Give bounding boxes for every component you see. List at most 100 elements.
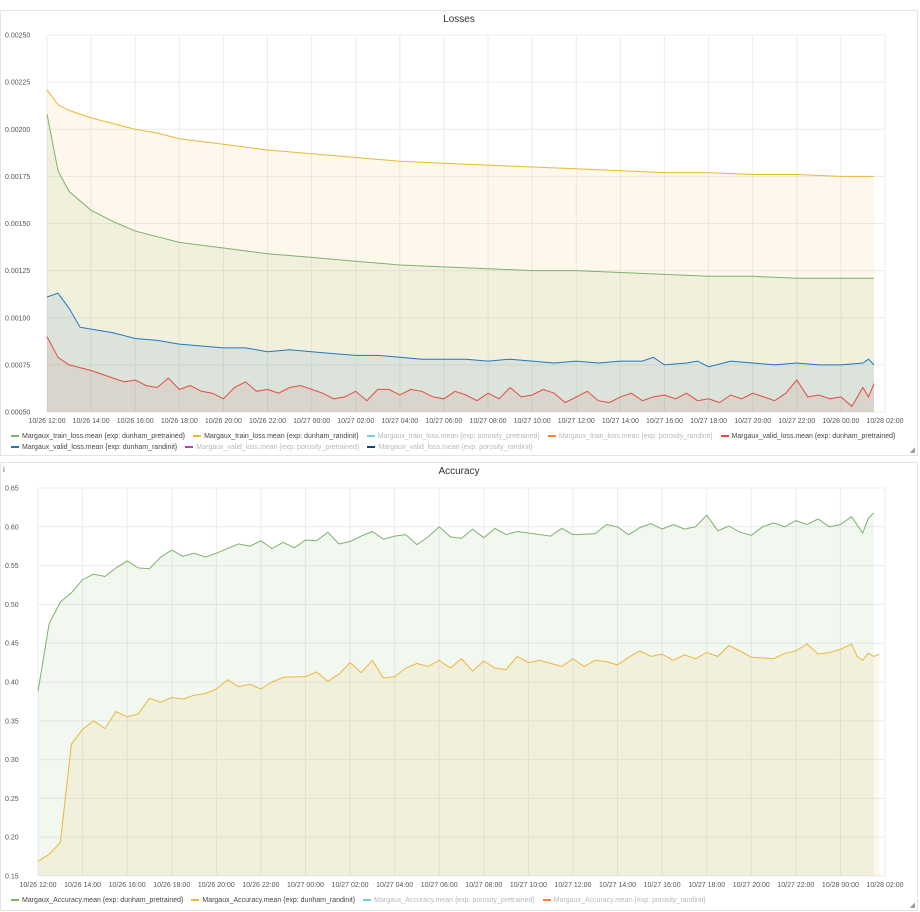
losses-panel-title[interactable]: Losses [443, 14, 475, 25]
x-tick-label: 10/27 10:00 [514, 418, 551, 425]
legend-label: Margaux_valid_loss.mean {exp: dunham_ran… [22, 444, 178, 451]
legend-item[interactable]: Margaux_train_loss.mean {exp: porosity_r… [547, 431, 713, 442]
legend-label: Margaux_Accuracy.mean {exp: porosity_pre… [374, 897, 535, 904]
y-tick-label: 0.00050 [5, 410, 30, 417]
legend-label: Margaux_train_loss.mean {exp: dunham_ran… [204, 433, 359, 440]
x-tick-label: 10/26 14:00 [64, 882, 101, 889]
x-tick-label: 10/27 02:00 [332, 882, 369, 889]
legend-item[interactable]: Margaux_valid_loss.mean {exp: porosity_r… [367, 442, 533, 453]
x-tick-label: 10/26 20:00 [205, 418, 242, 425]
legend-swatch [547, 435, 556, 438]
x-tick-label: 10/27 22:00 [777, 882, 814, 889]
legend-swatch [542, 899, 551, 902]
x-tick-label: 10/27 12:00 [558, 418, 595, 425]
accuracy-legend: Margaux_Accuracy.mean {exp: dunham_pretr… [11, 895, 907, 906]
series-line[interactable] [46, 89, 874, 177]
x-tick-label: 10/28 02:00 [867, 882, 904, 889]
x-tick-label: 10/28 02:00 [867, 418, 904, 425]
legend-item[interactable]: Margaux_train_loss.mean {exp: dunham_pre… [11, 431, 185, 442]
resize-handle-icon[interactable]: ◢ [909, 902, 915, 909]
x-tick-label: 10/27 20:00 [734, 418, 771, 425]
x-tick-label: 10/27 04:00 [381, 418, 418, 425]
y-tick-label: 0.40 [5, 680, 19, 687]
series-line[interactable] [37, 643, 880, 862]
accuracy-panel-title[interactable]: Accuracy [438, 466, 480, 477]
y-tick-label: 0.65 [5, 486, 19, 493]
x-tick-label: 10/27 14:00 [602, 418, 639, 425]
x-tick-label: 10/26 16:00 [117, 418, 154, 425]
legend-item[interactable]: Margaux_Accuracy.mean {exp: dunham_randi… [191, 895, 355, 906]
x-tick-label: 10/26 12:00 [20, 882, 57, 889]
legend-swatch [193, 435, 202, 438]
legend-swatch [366, 435, 375, 438]
legend-item[interactable]: Margaux_valid_loss.mean {exp: porosity_p… [185, 442, 359, 453]
x-tick-label: 10/27 02:00 [337, 418, 374, 425]
series-line[interactable] [46, 292, 875, 368]
series-area [47, 336, 874, 412]
losses-chart[interactable]: 0.00250 0.00225 0.00200 0.00175 0.00150 0.001… [1, 11, 919, 457]
x-tick-label: 10/27 18:00 [688, 882, 725, 889]
series-area [47, 293, 874, 412]
x-tick-label: 10/27 08:00 [470, 418, 507, 425]
series-line[interactable] [46, 336, 875, 408]
legend-item[interactable]: Margaux_Accuracy.mean {exp: porosity_pre… [363, 895, 535, 906]
x-tick-label: 10/27 06:00 [421, 882, 458, 889]
legend-swatch [185, 446, 194, 449]
legend-label: Margaux_valid_loss.mean {exp: porosity_p… [196, 444, 360, 451]
y-tick-label: 0.35 [5, 718, 19, 725]
y-tick-label: 0.00200 [5, 127, 30, 134]
accuracy-panel: i Accuracy 0.65 0.60 0.55 0.50 0.45 0.40 0.35 0… [0, 462, 918, 911]
x-tick-label: 10/27 12:00 [554, 882, 591, 889]
x-tick-label: 10/28 00:00 [822, 882, 859, 889]
legend-swatch [11, 899, 19, 902]
legend-item[interactable]: Margaux_train_loss.mean {exp: dunham_ran… [193, 431, 359, 442]
grid: 0.00250 0.00225 0.00200 0.00175 0.00150 0.001… [5, 33, 904, 426]
legend-label: Margaux_train_loss.mean {exp: porosity_p… [377, 433, 540, 440]
legend-item[interactable]: Margaux_valid_loss.mean {exp: dunham_ran… [11, 442, 177, 453]
info-icon[interactable]: i [3, 465, 5, 474]
legend-label: Margaux_train_loss.mean {exp: dunham_pre… [22, 433, 186, 440]
legend-label: Margaux_Accuracy.mean {exp: dunham_randi… [202, 897, 356, 904]
series-line[interactable] [37, 512, 875, 692]
x-tick-label: 10/28 00:00 [822, 418, 859, 425]
x-tick-label: 10/27 22:00 [778, 418, 815, 425]
losses-panel: Losses 0.00250 0.00225 0.00200 0.00175 0.001… [0, 10, 918, 456]
legend-label: Margaux_Accuracy.mean {exp: porosity_ran… [553, 897, 706, 904]
legend-item[interactable]: Margaux_Accuracy.mean {exp: porosity_ran… [542, 895, 706, 906]
x-tick-label: 10/27 14:00 [599, 882, 636, 889]
y-tick-label: 0.00175 [5, 174, 30, 181]
series-area [47, 89, 874, 412]
y-tick-label: 0.45 [5, 641, 19, 648]
legend-item[interactable]: Margaux_Accuracy.mean {exp: dunham_pretr… [11, 895, 183, 906]
x-tick-label: 10/27 06:00 [425, 418, 462, 425]
legend-swatch [363, 899, 372, 902]
legend-label: Margaux_valid_loss.mean {exp: porosity_r… [378, 444, 533, 451]
y-tick-label: 0.60 [5, 524, 19, 531]
legend-item[interactable]: Margaux_train_loss.mean {exp: porosity_p… [366, 431, 540, 442]
x-tick-label: 10/27 16:00 [644, 882, 681, 889]
losses-legend: Margaux_train_loss.mean {exp: dunham_pre… [11, 431, 907, 453]
legend-label: Margaux_valid_loss.mean {exp: dunham_pre… [731, 433, 896, 440]
y-tick-label: 0.00125 [5, 268, 30, 275]
legend-swatch [11, 435, 19, 438]
series-line[interactable] [46, 114, 874, 279]
series-area [47, 114, 874, 412]
x-tick-label: 10/27 10:00 [510, 882, 547, 889]
series-area [38, 512, 874, 876]
x-tick-label: 10/26 12:00 [29, 418, 66, 425]
x-tick-label: 10/26 22:00 [249, 418, 286, 425]
y-tick-label: 0.00075 [5, 362, 30, 369]
grid: 0.65 0.60 0.55 0.50 0.45 0.40 0.35 0.30 0.25 0.20… [5, 486, 904, 890]
x-tick-label: 10/26 18:00 [161, 418, 198, 425]
y-tick-label: 0.00250 [5, 33, 30, 40]
legend-swatch [367, 446, 376, 449]
resize-handle-icon[interactable]: ◢ [909, 447, 915, 454]
legend-label: Margaux_Accuracy.mean {exp: dunham_pretr… [22, 897, 184, 904]
legend-item[interactable]: Margaux_valid_loss.mean {exp: dunham_pre… [720, 431, 896, 442]
x-tick-label: 10/26 14:00 [73, 418, 110, 425]
accuracy-chart[interactable]: 0.65 0.60 0.55 0.50 0.45 0.40 0.35 0.30 0.25 0.20… [1, 463, 919, 912]
y-tick-label: 0.15 [5, 874, 19, 881]
legend-label: Margaux_train_loss.mean {exp: porosity_r… [558, 433, 713, 440]
y-tick-label: 0.55 [5, 563, 19, 570]
x-tick-label: 10/27 18:00 [690, 418, 727, 425]
